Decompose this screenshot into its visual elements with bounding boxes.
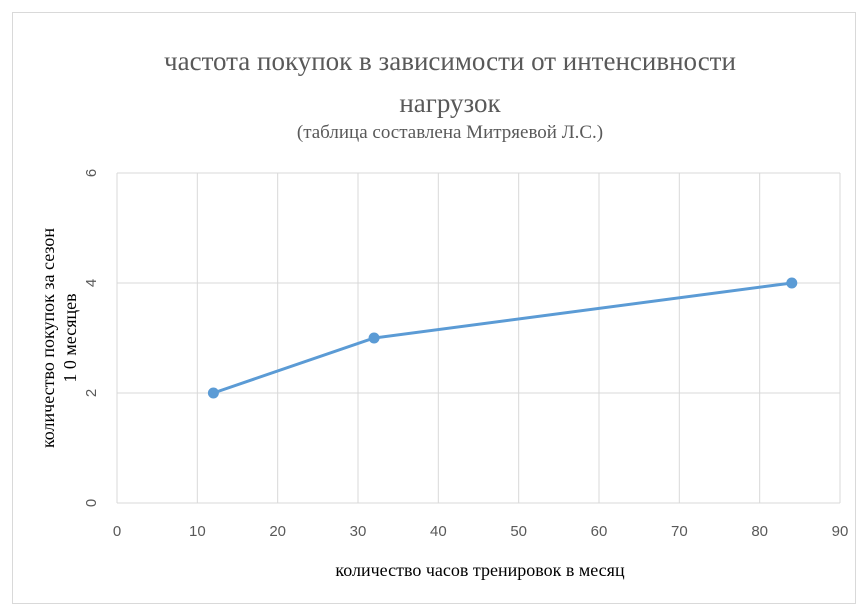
x-tick-label: 20 xyxy=(269,523,286,540)
x-tick-label: 70 xyxy=(671,523,688,540)
y-axis-label: количество покупок за сезон xyxy=(38,228,58,448)
x-axis-label: количество часов тренировок в месяц xyxy=(335,560,625,580)
x-tick-label: 60 xyxy=(591,523,608,540)
x-tick-label: 40 xyxy=(430,523,447,540)
x-tick-label: 10 xyxy=(189,523,206,540)
x-tick-label: 80 xyxy=(751,523,768,540)
x-tick-label: 50 xyxy=(510,523,527,540)
x-tick-label: 90 xyxy=(832,523,849,540)
x-tick-label: 30 xyxy=(350,523,367,540)
y-tick-label: 6 xyxy=(83,169,100,177)
y-axis-label: 1 0 месяцев xyxy=(60,293,80,382)
chart-subtitle: (таблица составлена Митряевой Л.С.) xyxy=(296,122,604,143)
y-tick-label: 4 xyxy=(83,279,100,287)
data-point xyxy=(368,332,380,344)
chart-frame xyxy=(12,12,856,604)
data-point xyxy=(786,277,798,289)
data-point xyxy=(207,387,219,399)
series-line xyxy=(212,281,792,395)
y-tick-label: 2 xyxy=(83,389,100,397)
y-tick-label: 0 xyxy=(83,499,100,507)
x-tick-label: 0 xyxy=(113,523,121,540)
chart-title: частота покупок в зависимости от интенси… xyxy=(164,46,736,118)
